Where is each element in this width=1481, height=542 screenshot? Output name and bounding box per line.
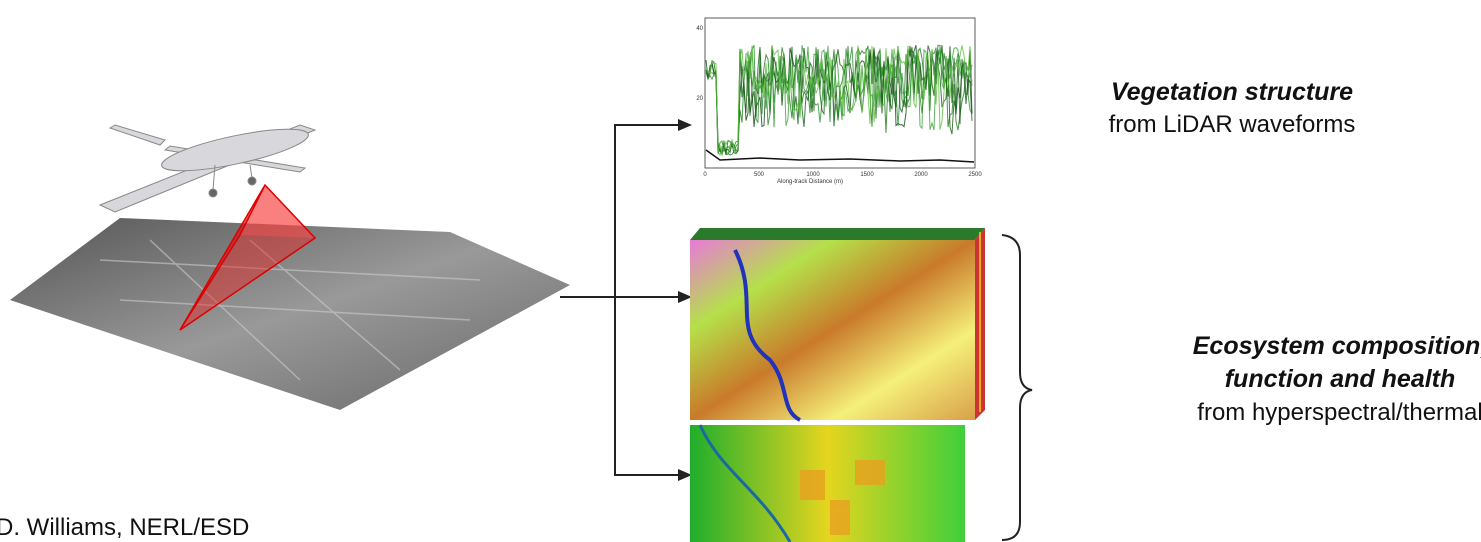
x-tick-label: 2500 — [968, 172, 982, 178]
x-tick-label: 0 — [703, 172, 707, 178]
waveform — [705, 45, 973, 157]
eco-title-1: Ecosystem composition, — [1193, 332, 1481, 360]
lidar-plot: 0 500 1000 1500 2000 2500 40 20 Along-track Dist… — [696, 17, 982, 185]
veg-title: Vegetation structure — [1111, 78, 1353, 106]
arrow-heads — [678, 119, 692, 481]
x-tick-label: 2000 — [914, 172, 928, 178]
thermal-map — [690, 424, 965, 542]
waveform — [705, 44, 973, 153]
y-tick-label: 20 — [696, 96, 703, 102]
hyperspectral-cube — [690, 228, 985, 422]
ground-image — [10, 218, 570, 410]
y-tick-label: 40 — [696, 26, 703, 32]
sensor-footprint — [179, 183, 317, 331]
credit: D. Williams, NERL/ESD — [0, 514, 249, 541]
x-tick-label: 1500 — [860, 172, 874, 178]
arrows — [560, 124, 680, 476]
eco-subtitle: from hyperspectral/thermal — [1197, 399, 1481, 426]
bracket — [1001, 234, 1033, 541]
x-axis-label: Along-track Distance (m) — [777, 179, 843, 185]
x-tick-label: 500 — [754, 172, 765, 178]
waveform — [705, 44, 973, 156]
ground-fields — [99, 239, 481, 381]
ground-line — [705, 149, 975, 163]
eco-title-2: function and health — [1225, 365, 1456, 393]
veg-subtitle: from LiDAR waveforms — [1109, 111, 1356, 138]
x-tick-label: 1000 — [806, 172, 820, 178]
drone — [98, 124, 317, 213]
